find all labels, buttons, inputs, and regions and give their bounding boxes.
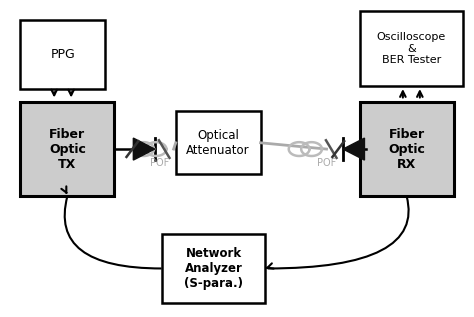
- Text: POF: POF: [150, 158, 169, 168]
- Text: Oscilloscope
&
BER Tester: Oscilloscope & BER Tester: [377, 32, 446, 65]
- Text: Optical
Attenuator: Optical Attenuator: [186, 129, 250, 157]
- Text: PPG: PPG: [50, 48, 75, 61]
- FancyBboxPatch shape: [176, 111, 261, 174]
- Text: Fiber
Optic
TX: Fiber Optic TX: [49, 127, 86, 171]
- Text: Network
Analyzer
(S-para.): Network Analyzer (S-para.): [184, 247, 243, 290]
- Text: POF: POF: [317, 158, 336, 168]
- Polygon shape: [343, 138, 365, 160]
- FancyBboxPatch shape: [20, 102, 115, 196]
- FancyBboxPatch shape: [359, 102, 454, 196]
- FancyBboxPatch shape: [20, 20, 105, 89]
- Text: Fiber
Optic
RX: Fiber Optic RX: [388, 127, 425, 171]
- FancyBboxPatch shape: [162, 234, 265, 303]
- Polygon shape: [133, 138, 155, 160]
- FancyBboxPatch shape: [359, 11, 463, 86]
